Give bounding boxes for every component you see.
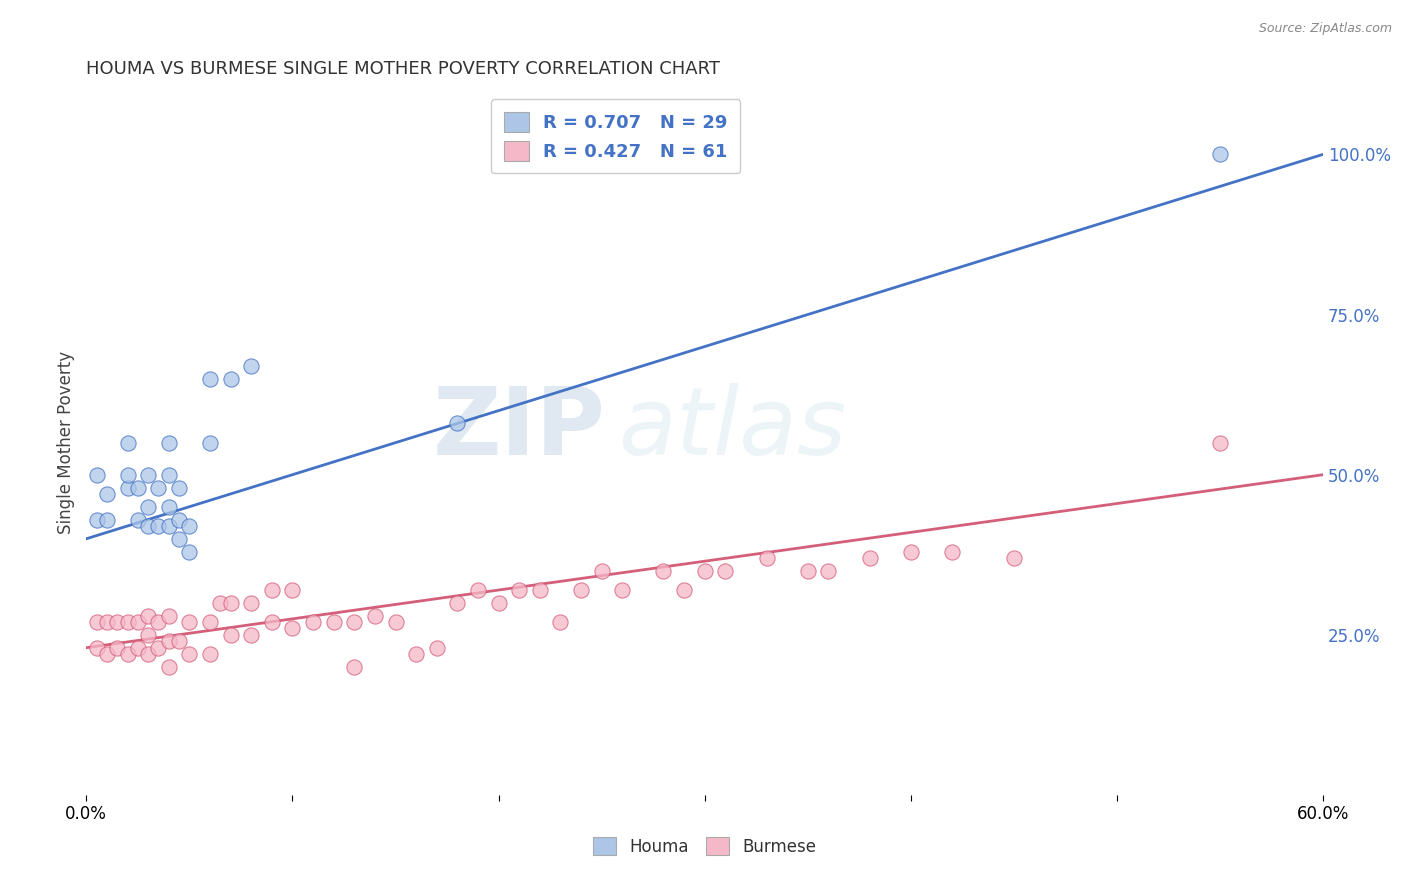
Point [136,500,159,514]
Point [86,467,108,482]
Point [198,647,221,661]
Point [179,519,201,533]
Point [209,596,232,610]
Point [148,640,170,655]
Point [240,596,263,610]
Point [260,582,283,597]
Point [157,660,180,674]
Point [167,512,190,526]
Point [136,608,159,623]
Point [96,487,118,501]
Point [364,608,387,623]
Point [167,481,190,495]
Point [157,435,180,450]
Point [117,481,139,495]
Point [1209,435,1232,450]
Point [127,512,149,526]
Point [179,544,201,558]
Point [127,640,149,655]
Point [105,615,128,629]
Point [1209,147,1232,161]
Point [569,582,592,597]
Point [240,359,263,373]
Point [281,622,304,636]
Text: HOUMA VS BURMESE SINGLE MOTHER POVERTY CORRELATION CHART: HOUMA VS BURMESE SINGLE MOTHER POVERTY C… [86,60,720,78]
Point [817,564,839,578]
Point [797,564,820,578]
Point [179,647,201,661]
Point [322,615,344,629]
Point [508,582,530,597]
Point [446,596,468,610]
Point [157,519,180,533]
Point [136,647,159,661]
Text: ZIP: ZIP [433,383,606,475]
Text: Source: ZipAtlas.com: Source: ZipAtlas.com [1258,22,1392,36]
Point [167,634,190,648]
Point [612,582,634,597]
Point [96,647,118,661]
Point [405,647,427,661]
Point [86,512,108,526]
Point [136,467,159,482]
Point [157,467,180,482]
Point [86,615,108,629]
Point [105,640,128,655]
Point [117,435,139,450]
Point [179,615,201,629]
Point [157,634,180,648]
Point [219,371,242,385]
Point [714,564,737,578]
Point [302,615,325,629]
Point [941,544,963,558]
Point [673,582,696,597]
Point [260,615,283,629]
Point [117,467,139,482]
Point [127,615,149,629]
Point [1002,551,1025,566]
Point [117,615,139,629]
Point [384,615,406,629]
Point [755,551,778,566]
Point [343,615,366,629]
Point [136,519,159,533]
Point [693,564,716,578]
Point [446,417,468,431]
Point [157,500,180,514]
Point [167,532,190,546]
Point [529,582,551,597]
Point [591,564,613,578]
Point [219,596,242,610]
Point [148,519,170,533]
Y-axis label: Single Mother Poverty: Single Mother Poverty [58,351,75,534]
Point [219,628,242,642]
Point [467,582,489,597]
Point [550,615,572,629]
Point [148,615,170,629]
Point [157,608,180,623]
Point [198,615,221,629]
Point [652,564,675,578]
Point [148,481,170,495]
Point [900,544,922,558]
Point [240,628,263,642]
Point [117,647,139,661]
Point [136,628,159,642]
Point [488,596,510,610]
Point [343,660,366,674]
Point [127,481,149,495]
Point [86,640,108,655]
Text: atlas: atlas [619,383,846,474]
Point [859,551,882,566]
Legend: R = 0.707   N = 29, R = 0.427   N = 61: R = 0.707 N = 29, R = 0.427 N = 61 [491,99,741,173]
Point [96,615,118,629]
Point [198,435,221,450]
Point [281,582,304,597]
Point [198,371,221,385]
Point [96,512,118,526]
Point [426,640,449,655]
